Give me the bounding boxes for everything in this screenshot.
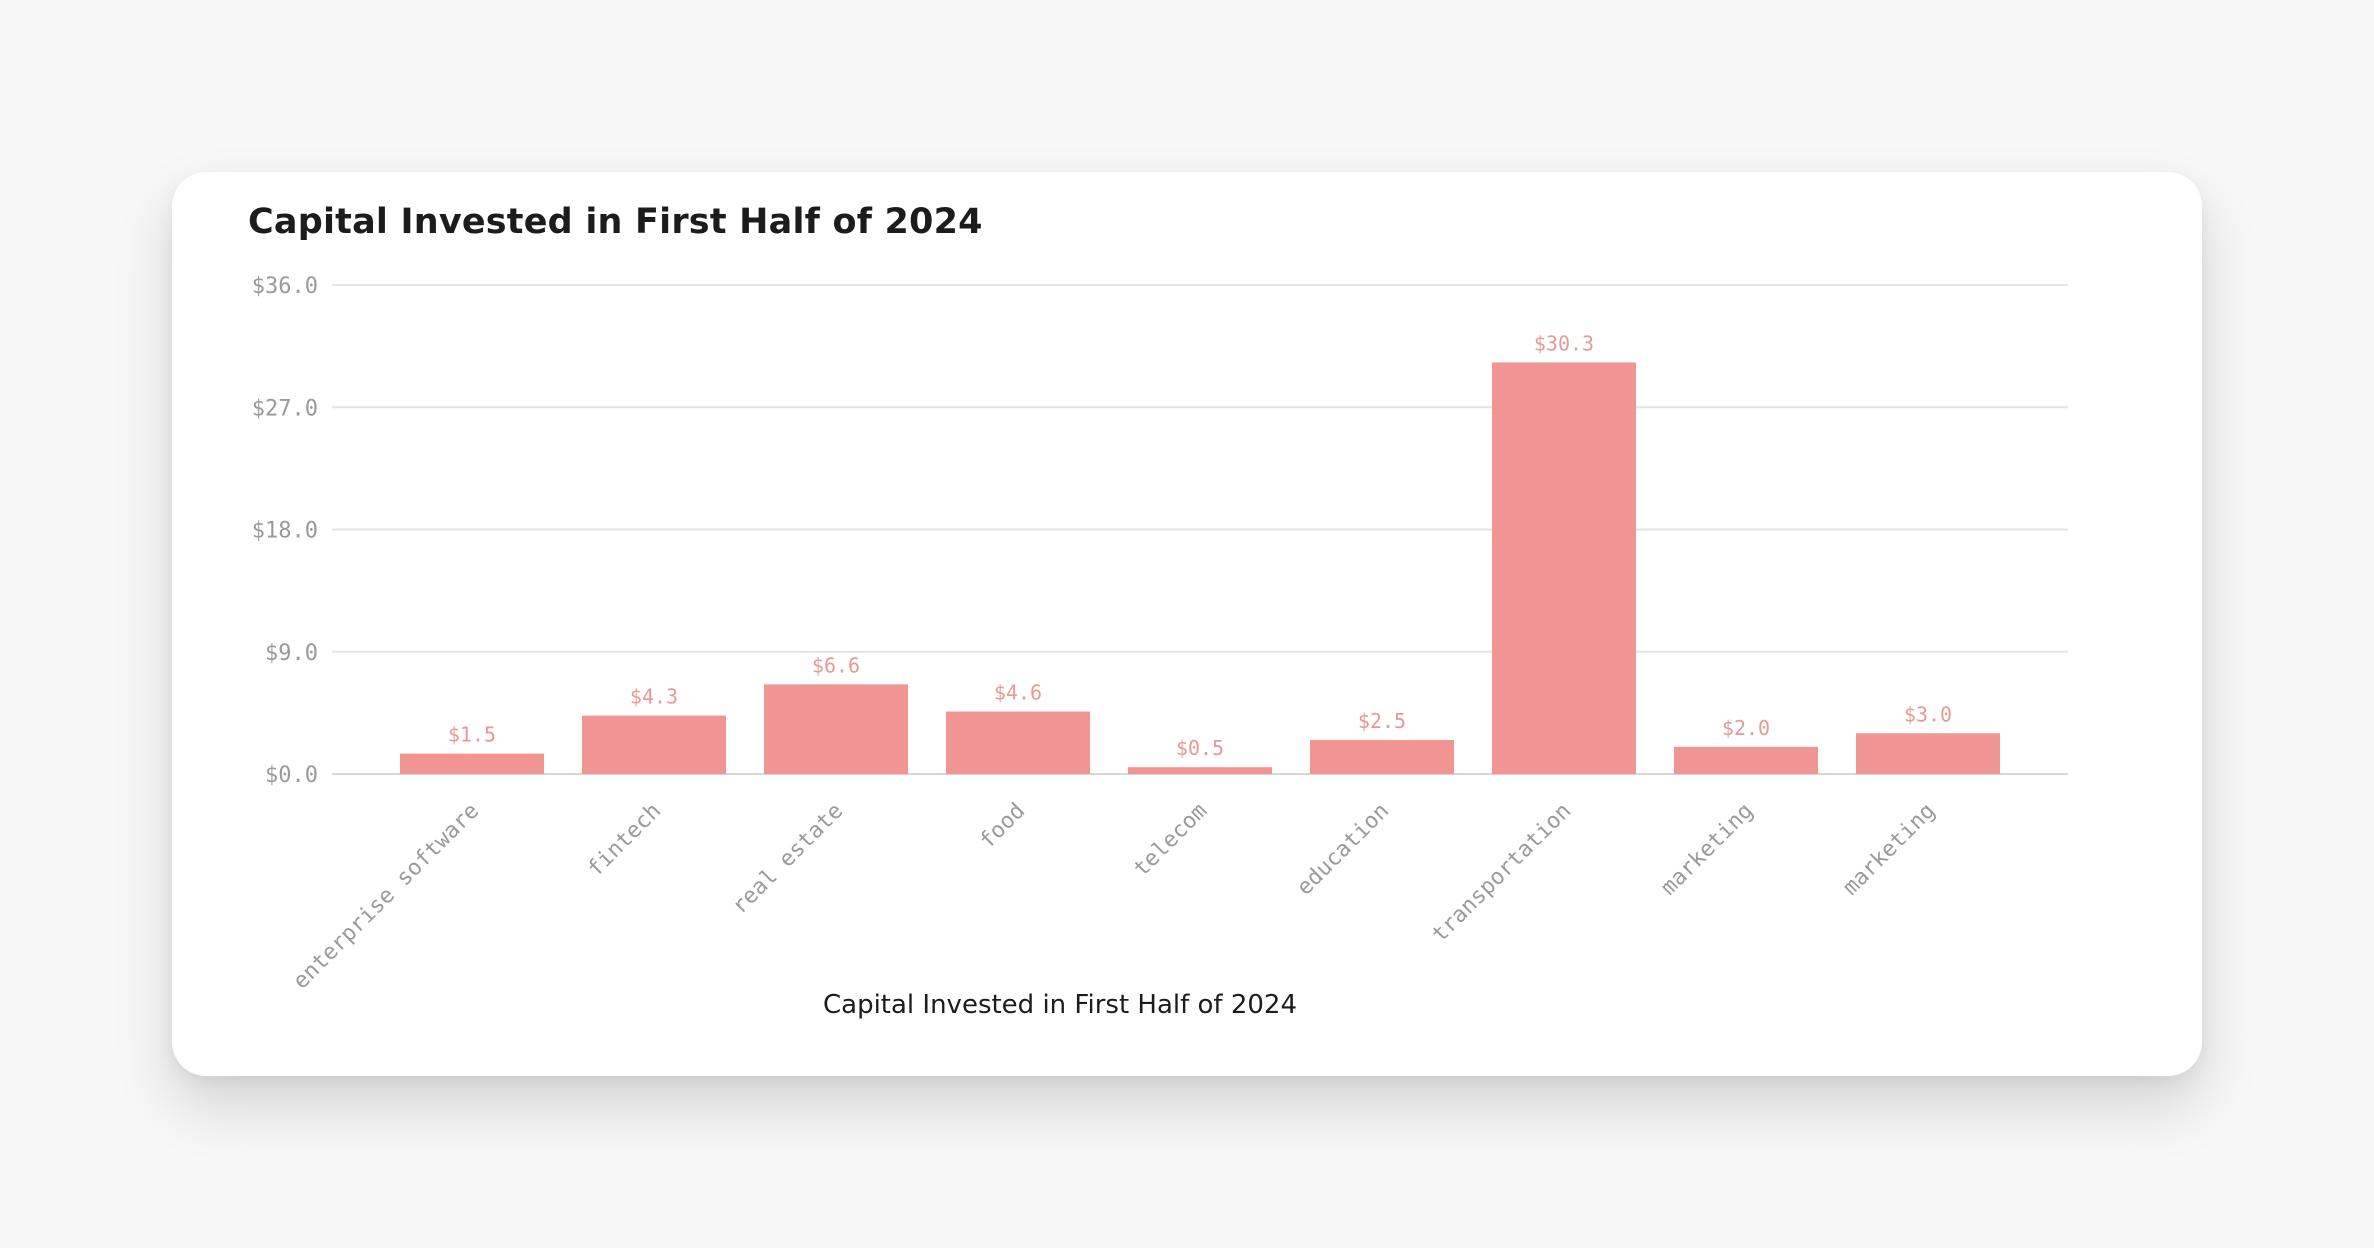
chart-card: Capital Invested in First Half of 2024 $…	[172, 172, 2202, 1076]
x-axis-title: Capital Invested in First Half of 2024	[823, 990, 1297, 1020]
data-label: $30.3	[1534, 331, 1594, 355]
y-tick-label: $18.0	[252, 519, 318, 544]
bar	[1674, 746, 1818, 774]
data-label: $6.6	[812, 653, 860, 677]
x-tick-label: education	[1292, 799, 1394, 901]
bar	[1856, 733, 2000, 774]
x-tick-label: telecom	[1129, 799, 1212, 882]
data-label: $4.6	[994, 681, 1042, 705]
gridlines	[332, 284, 2068, 775]
data-label: $4.3	[630, 685, 678, 709]
y-tick-label: $27.0	[252, 396, 318, 421]
bar	[764, 684, 908, 774]
data-label: $2.0	[1722, 716, 1770, 740]
bar	[1128, 767, 1272, 774]
x-axis-categories: enterprise software fintech real estate foo…	[289, 799, 1941, 995]
y-axis-ticks: $0.0 $9.0 $18.0 $27.0 $36.0	[252, 274, 318, 788]
bar	[400, 753, 544, 774]
data-labels: $1.5 $4.3 $6.6 $4.6 $0.5 $2.5 $30.3 $2.0 $3.0	[448, 331, 1952, 760]
data-label: $1.5	[448, 723, 496, 747]
y-tick-label: $36.0	[252, 274, 318, 299]
x-tick-label: marketing	[1656, 799, 1758, 901]
bars	[400, 362, 2000, 774]
bar	[582, 715, 726, 774]
bar	[946, 711, 1090, 774]
bar-chart: $0.0 $9.0 $18.0 $27.0 $36.0 $1.5 $4.3 $6.6 $4.6…	[252, 274, 2068, 1020]
y-tick-label: $0.0	[265, 763, 318, 788]
bar	[1492, 362, 1636, 774]
data-label: $0.5	[1176, 736, 1224, 760]
x-tick-label: food	[975, 799, 1030, 854]
x-tick-label: real estate	[728, 799, 849, 920]
data-label: $3.0	[1904, 702, 1952, 726]
data-label: $2.5	[1358, 709, 1406, 733]
x-tick-label: fintech	[583, 799, 666, 882]
y-tick-label: $9.0	[265, 641, 318, 666]
chart-title: Capital Invested in First Half of 2024	[248, 202, 983, 242]
x-tick-label: enterprise software	[289, 799, 485, 995]
x-tick-label: transportation	[1427, 799, 1576, 948]
x-tick-label: marketing	[1838, 799, 1940, 901]
bar	[1310, 740, 1454, 774]
